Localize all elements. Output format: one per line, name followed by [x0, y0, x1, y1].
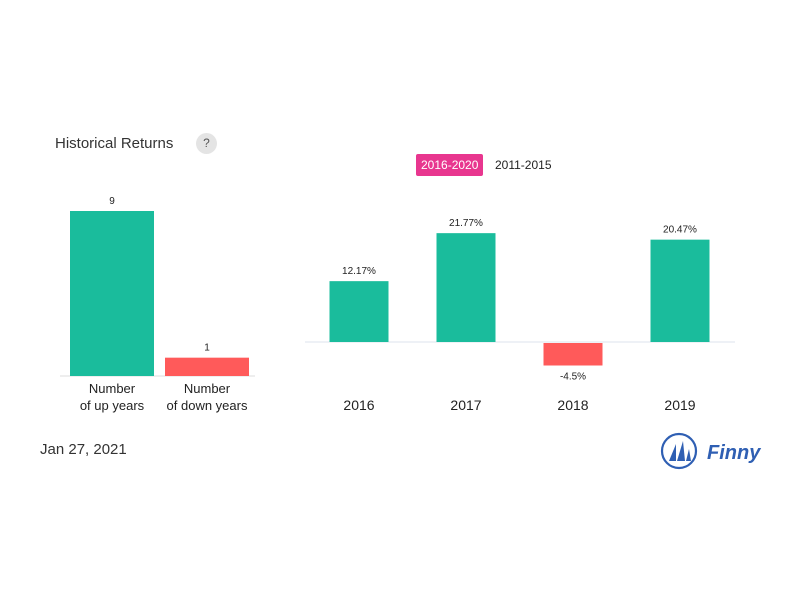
value-label-up-years: 9 — [109, 196, 115, 207]
value-label-2016: 12.17% — [342, 266, 376, 277]
bar-up-years — [70, 211, 154, 376]
x-tick-2017: 2017 — [450, 397, 481, 413]
x-tick-2019: 2019 — [664, 397, 695, 413]
page-title: Historical Returns — [55, 135, 174, 152]
category-label-up-years-line1: Number — [89, 381, 136, 396]
x-tick-2018: 2018 — [557, 397, 588, 413]
x-tick-2016: 2016 — [343, 397, 374, 413]
value-label-down-years: 1 — [204, 343, 210, 354]
bar-2018 — [543, 343, 603, 366]
as-of-date: Jan 27, 2021 — [40, 441, 127, 458]
category-label-up-years-line2: of up years — [80, 398, 145, 413]
bar-down-years — [165, 357, 249, 376]
annual-returns-chart: 12.17% 21.77% -4.5% 20.47% 2016 2017 201… — [305, 218, 735, 413]
value-label-2018: -4.5% — [560, 372, 586, 383]
finny-logo[interactable]: Finny — [660, 432, 765, 477]
category-label-down-years-line1: Number — [184, 381, 231, 396]
brand-name: Finny — [707, 442, 761, 464]
sailboat-icon — [660, 432, 698, 470]
bar-2019 — [650, 239, 710, 342]
bar-2016 — [329, 281, 389, 342]
value-label-2017: 21.77% — [449, 218, 483, 229]
tab-2011-2015[interactable]: 2011-2015 — [495, 158, 552, 172]
bar-2017 — [436, 233, 496, 342]
category-label-down-years-line2: of down years — [167, 398, 248, 413]
tab-2016-2020[interactable]: 2016-2020 — [416, 154, 484, 176]
updown-chart: 9 1 Number of up years Number of down ye… — [60, 196, 255, 413]
help-icon[interactable]: ? — [196, 133, 217, 154]
value-label-2019: 20.47% — [663, 225, 697, 236]
